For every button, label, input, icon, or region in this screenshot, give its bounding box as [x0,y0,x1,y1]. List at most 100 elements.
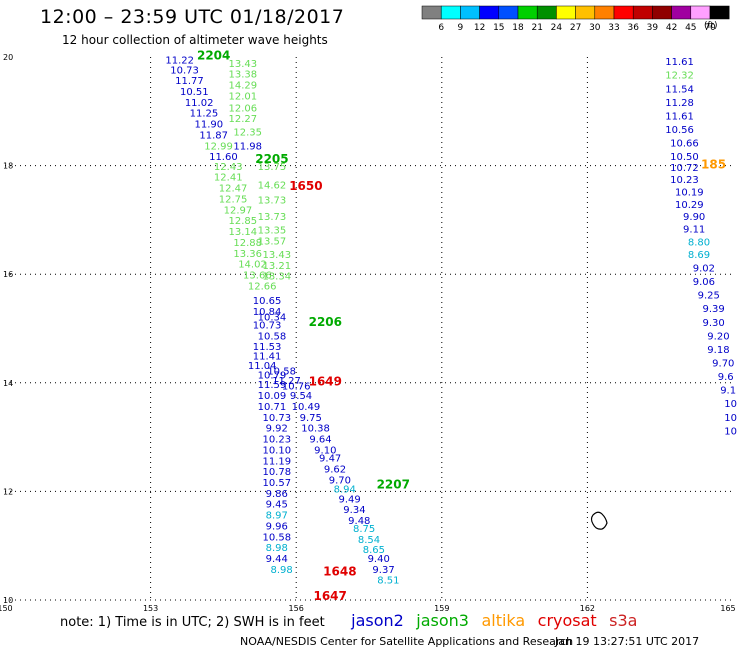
pass-time-label: 2204 [197,49,230,63]
wave-height-value: 11.60 [209,152,238,163]
scale-swatch [632,5,653,20]
scale-label: 33 [608,23,619,33]
wave-height-value: 9.34 [343,505,365,516]
credit-line: NOAA/NESDIS Center for Satellite Applica… [240,635,574,648]
wave-height-value: 12.66 [248,281,277,292]
lon-label: 162 [580,604,595,613]
lat-label: 12 [3,487,13,496]
wave-height-value: 8.97 [266,511,288,522]
wave-height-values: 11.2210.7311.7710.5111.0211.2511.9011.87… [165,56,737,587]
wave-height-value: 11.90 [195,120,224,131]
wave-height-value: 13.36 [233,249,262,260]
scale-units: (ft) [704,21,718,31]
wave-height-value: 10.84 [253,307,282,318]
scale-swatch [671,5,692,20]
wave-height-value: 11.53 [253,342,282,353]
wave-height-value: 9.75 [300,413,322,424]
wave-height-value: 10.73 [170,65,199,76]
wave-height-value: 10.57 [262,478,291,489]
scale-swatch [690,5,711,20]
wave-height-value: 13.43 [228,59,257,70]
legend-jason2: jason2 [351,611,404,630]
lat-label: 10 [3,596,13,605]
wave-height-value: 10.58 [258,331,287,342]
pass-time-label: 1647 [313,589,346,603]
wave-height-value: 11.41 [253,351,282,362]
scale-swatch [440,5,461,20]
scale-swatch [652,5,672,20]
wave-height-value: 9.20 [707,331,729,342]
wave-height-value: 9.6 [718,372,734,383]
wave-height-value: 9.18 [707,345,729,356]
color-scale: 6 9 12 15 18 21 24 27 30 33 36 39 42 45 70 [421,5,730,33]
map-grid [5,57,733,601]
legend-cryosat: cryosat [537,611,597,630]
wave-height-value: 10.71 [258,402,287,413]
wave-height-value: 8.51 [377,576,399,587]
wave-height-value: 13.14 [228,227,257,238]
scale-swatch [613,5,634,20]
wave-height-value: 9.90 [683,212,705,223]
wave-height-value: 9.10 [314,445,336,456]
lat-label: 20 [3,53,13,62]
wave-height-value: 10.10 [262,445,291,456]
pass-time-label: 1649 [309,375,342,389]
wave-height-value: 13.35 [258,225,287,236]
wave-height-value: 8.65 [363,545,385,556]
wave-height-value: 13.43 [262,250,291,261]
scale-label: 9 [458,23,464,33]
wave-height-value: 10.65 [253,296,282,307]
wave-height-value: 9.40 [368,554,390,565]
pass-time-label: 1648 [323,565,356,579]
wave-height-value: 9.49 [338,494,360,505]
wave-height-value: 12.99 [204,141,233,152]
wave-height-value: 13.73 [258,196,287,207]
wave-height-value: 10.34 [258,312,287,323]
scale-label: 15 [493,23,504,33]
lon-label: 153 [143,604,158,613]
wave-height-value: 12.97 [224,205,253,216]
wave-height-value: 10.50 [670,152,699,163]
wave-height-value: 9.54 [290,391,312,402]
wave-height-value: 13.73 [258,212,287,223]
legend-s3a: s3a [609,611,638,630]
scale-swatch [536,5,557,20]
wave-height-value: 8.75 [353,524,375,535]
legend-row: note: 1) Time is in UTC; 2) SWH is in fe… [60,611,637,630]
scale-label: 18 [512,23,524,33]
wave-height-value: 10.78 [262,467,291,478]
wave-height-value: 12.06 [228,103,257,114]
scale-swatch [460,5,480,20]
wave-height-value: 11.04 [248,361,277,372]
scale-label: 27 [570,23,581,33]
wave-height-value: 12.43 [214,162,243,173]
wave-height-value: 11.54 [665,84,694,95]
wave-height-value: 10.23 [670,175,699,186]
wave-height-value: 13.66 [243,271,272,282]
wave-height-value: 13.21 [262,261,291,272]
island-outline [590,511,608,530]
scale-swatch [594,5,615,20]
scale-swatch [709,5,730,20]
scale-label: 45 [685,23,696,33]
wave-height-value: 12.41 [214,172,243,183]
wave-height-value: 9.86 [266,489,288,500]
scale-swatch [575,5,596,20]
wave-height-value: 13.75 [258,162,287,173]
wave-height-value: 12.32 [665,71,694,82]
scale-label: 42 [666,23,677,33]
wave-height-value: 8.94 [334,484,356,495]
pass-time-label: 1650 [289,179,322,193]
scale-swatch [421,5,442,20]
wave-height-value: 11.61 [665,57,694,68]
wave-height-value: 8.98 [271,565,293,576]
scale-swatch [517,5,538,20]
wave-height-value: 11.27 [272,376,301,387]
pass-time-label: 2207 [377,478,410,492]
wave-height-value: 10.58 [262,532,291,543]
wave-height-value: 8.80 [688,237,710,248]
wave-height-value: 11.28 [665,98,694,109]
wave-height-value: 10.72 [670,163,699,174]
wave-height-value: 10.56 [665,125,694,136]
